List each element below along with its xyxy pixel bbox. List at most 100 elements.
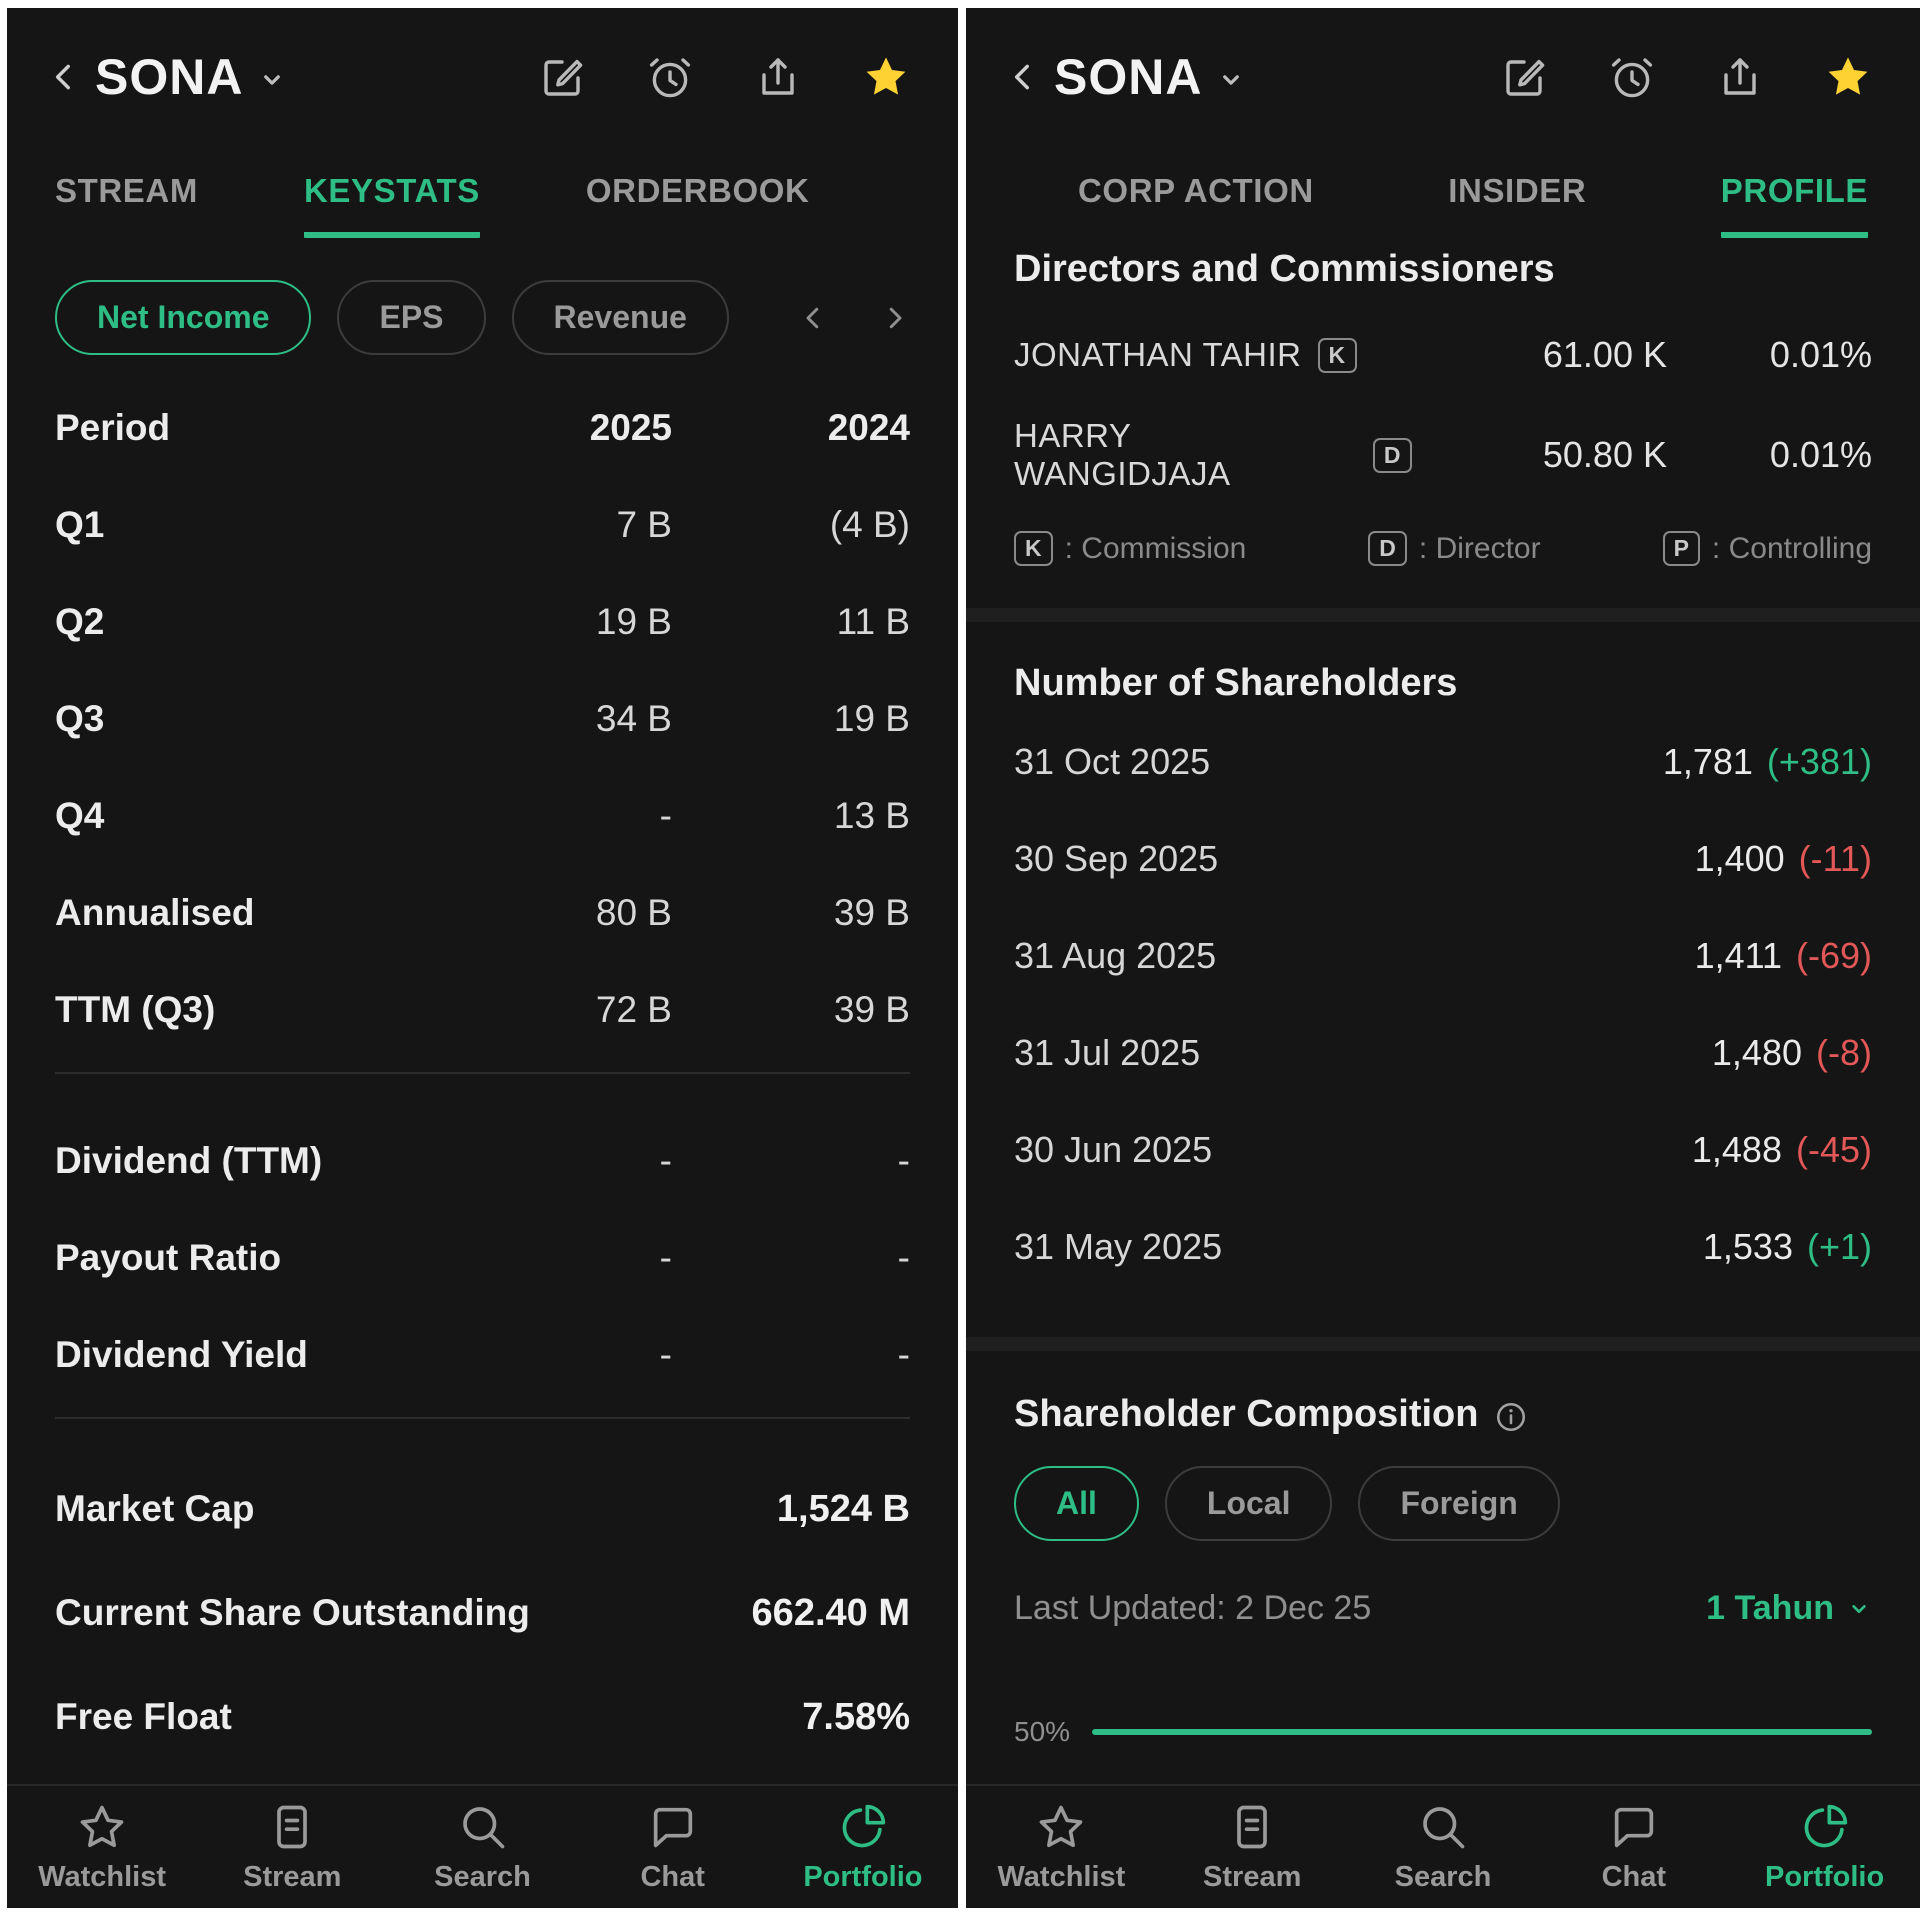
role-badge: P xyxy=(1662,531,1700,566)
period-select[interactable]: 1 Tahun xyxy=(1706,1589,1872,1628)
directors-section-title: Directors and Commissioners xyxy=(1014,248,1555,290)
composition-filters: All Local Foreign xyxy=(1014,1466,1872,1541)
change-value: (-69) xyxy=(1795,934,1872,976)
ticker-symbol[interactable]: SONA xyxy=(95,49,244,105)
stream-document-icon xyxy=(277,1805,308,1848)
director-shares: 50.80 K xyxy=(1542,434,1667,475)
summary-row: Current Share Outstanding 662.40 M xyxy=(55,1591,910,1634)
nav-stream[interactable]: Stream xyxy=(197,1786,387,1908)
role-badge: D xyxy=(1368,531,1407,566)
table-row: TTM (Q3) 72 B 39 B xyxy=(55,988,910,1030)
table-row: Q4 - 13 B xyxy=(55,794,910,836)
app-header: SONA xyxy=(966,8,1920,116)
shareholders-list: 31 Oct 2025 1,781 (+381) 30 Sep 2025 1,4… xyxy=(966,713,1920,1295)
nav-watchlist[interactable]: Watchlist xyxy=(7,1786,197,1908)
star-outline-icon xyxy=(80,1805,124,1847)
tab-profile[interactable]: PROFILE xyxy=(1720,172,1868,238)
director-row: HARRY WANGIDJAJA D 50.80 K 0.01% xyxy=(1014,405,1872,505)
net-income-table: Period 2025 2024 Q1 7 B (4 B) Q2 19 B 11… xyxy=(55,379,910,1058)
director-percent: 0.01% xyxy=(1769,434,1872,475)
favorite-star-icon[interactable] xyxy=(1824,53,1872,101)
metric-pills: Net Income EPS Revenue xyxy=(55,280,910,355)
chevron-left-icon[interactable] xyxy=(798,303,828,333)
search-icon xyxy=(1423,1806,1465,1848)
last-updated-label: Last Updated: 2 Dec 25 xyxy=(1014,1589,1372,1627)
share-icon[interactable] xyxy=(754,53,802,101)
compose-icon[interactable] xyxy=(1500,53,1548,101)
nav-portfolio[interactable]: Portfolio xyxy=(768,1786,958,1908)
dividend-table: Dividend (TTM) - - Payout Ratio - - Divi… xyxy=(55,1112,910,1403)
back-icon[interactable] xyxy=(47,60,81,94)
filter-local[interactable]: Local xyxy=(1164,1466,1333,1541)
change-value: (+381) xyxy=(1766,740,1872,782)
role-badge: K xyxy=(1317,337,1357,373)
legend-item: D : Director xyxy=(1368,531,1541,566)
nav-chat[interactable]: Chat xyxy=(578,1786,768,1908)
change-value: (+1) xyxy=(1806,1225,1872,1267)
tab-orderbook[interactable]: ORDERBOOK xyxy=(585,172,810,209)
role-badge: K xyxy=(1014,531,1053,566)
legend-item: K : Commission xyxy=(1014,531,1246,566)
change-value: (-8) xyxy=(1816,1031,1872,1073)
ticker-symbol[interactable]: SONA xyxy=(1054,49,1203,105)
share-icon[interactable] xyxy=(1716,53,1764,101)
divider xyxy=(55,1072,910,1074)
info-icon[interactable] xyxy=(1494,1400,1528,1434)
tab-keystats[interactable]: KEYSTATS xyxy=(303,172,480,238)
chat-bubble-icon xyxy=(1614,1807,1653,1847)
nav-chat[interactable]: Chat xyxy=(1538,1786,1729,1908)
composition-chart-gridline: 50% xyxy=(1014,1716,1872,1748)
chevron-down-icon xyxy=(264,75,281,85)
favorite-star-icon[interactable] xyxy=(862,53,910,101)
nav-stream[interactable]: Stream xyxy=(1157,1786,1348,1908)
nav-search[interactable]: Search xyxy=(1348,1786,1539,1908)
ticker-selector[interactable]: SONA xyxy=(47,48,287,106)
alarm-icon[interactable] xyxy=(1608,53,1656,101)
col-2025-header: 2025 xyxy=(589,406,672,448)
tab-insider[interactable]: INSIDER xyxy=(1448,172,1587,209)
director-percent: 0.01% xyxy=(1769,334,1872,375)
director-name: JONATHAN TAHIR xyxy=(1014,336,1302,373)
shareholder-row: 31 May 2025 1,533 (+1) xyxy=(1014,1225,1872,1267)
shareholders-section-title: Number of Shareholders xyxy=(1014,662,1458,704)
gridline xyxy=(1092,1729,1872,1735)
chat-bubble-icon xyxy=(653,1807,692,1847)
table-row: Dividend (TTM) - - xyxy=(55,1139,910,1181)
table-row: Q3 34 B 19 B xyxy=(55,697,910,739)
shareholder-row: 30 Jun 2025 1,488 (-45) xyxy=(1014,1128,1872,1170)
nav-watchlist[interactable]: Watchlist xyxy=(966,1786,1157,1908)
nav-search[interactable]: Search xyxy=(387,1786,577,1908)
bottom-nav: Watchlist Stream Search Chat Portfolio xyxy=(966,1784,1920,1908)
gridline-label: 50% xyxy=(1014,1716,1071,1747)
alarm-icon[interactable] xyxy=(646,53,694,101)
section-divider xyxy=(966,608,1920,622)
tab-corp-action[interactable]: CORP ACTION xyxy=(1078,172,1314,209)
chevron-right-icon[interactable] xyxy=(880,303,910,333)
ticker-selector[interactable]: SONA xyxy=(1006,48,1246,106)
search-icon xyxy=(462,1806,504,1848)
filter-foreign[interactable]: Foreign xyxy=(1358,1466,1560,1541)
table-row: Q2 19 B 11 B xyxy=(55,600,910,642)
app-header: SONA xyxy=(7,8,958,116)
role-badge: D xyxy=(1372,437,1412,473)
profile-screen: SONA CORP ACTION INSIDER PROFILE Directo… xyxy=(966,8,1920,1908)
table-header-row: Period 2025 2024 xyxy=(55,379,910,476)
tab-stream[interactable]: STREAM xyxy=(55,172,198,209)
nav-portfolio[interactable]: Portfolio xyxy=(1729,1786,1920,1908)
bottom-nav: Watchlist Stream Search Chat Portfolio xyxy=(7,1784,958,1908)
shareholder-row: 31 Jul 2025 1,480 (-8) xyxy=(1014,1031,1872,1073)
chevron-down-icon xyxy=(1852,1604,1866,1613)
pill-revenue[interactable]: Revenue xyxy=(511,280,729,355)
period-header: Period xyxy=(55,406,171,448)
table-row: Annualised 80 B 39 B xyxy=(55,891,910,933)
compose-icon[interactable] xyxy=(538,53,586,101)
pill-net-income[interactable]: Net Income xyxy=(55,280,312,355)
divider xyxy=(55,1417,910,1419)
filter-all[interactable]: All xyxy=(1014,1466,1139,1541)
pill-eps[interactable]: EPS xyxy=(337,280,486,355)
back-icon[interactable] xyxy=(1006,60,1040,94)
table-row: Dividend Yield - - xyxy=(55,1333,910,1375)
change-value: (-45) xyxy=(1795,1128,1872,1170)
director-shares: 61.00 K xyxy=(1542,334,1667,375)
table-row: Q1 7 B (4 B) xyxy=(55,503,910,545)
